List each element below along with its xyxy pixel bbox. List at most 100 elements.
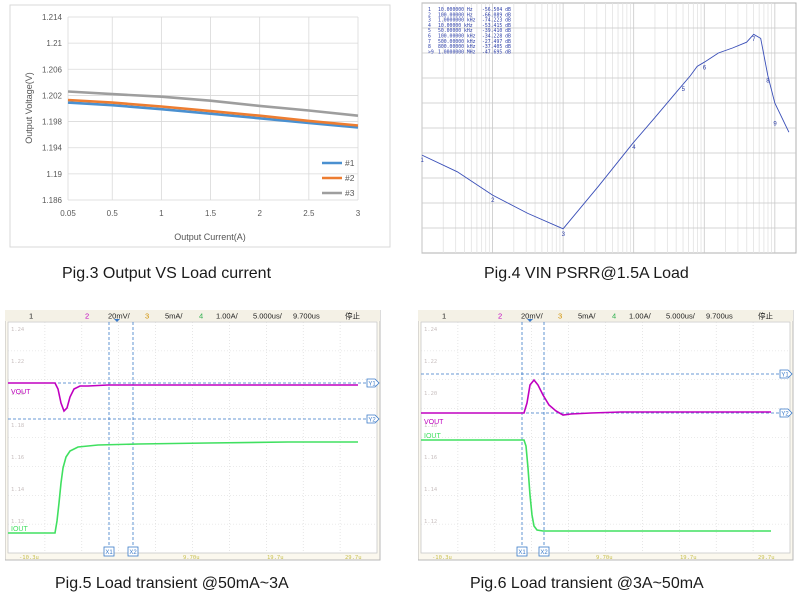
scope-scale-label: 1.14 <box>424 487 438 493</box>
fig4-marker-row: 5 50.00000 kHz -39.410 dB <box>428 28 511 34</box>
fig3-legend-label: #3 <box>345 188 355 198</box>
svg-text:-74.223 dB: -74.223 dB <box>482 18 511 24</box>
scope-time-label: 9.70u <box>183 555 200 561</box>
fig3-x-tick-label: 1.5 <box>205 209 217 218</box>
fig4-caption: Pig.4 VIN PSRR@1.5A Load <box>484 265 689 282</box>
fig3-y-tick-label: 1.194 <box>42 144 63 153</box>
fig4-marker-point: 4 <box>632 145 636 151</box>
svg-text:-47.695 dB: -47.695 dB <box>482 49 511 55</box>
fig4-marker-point: 5 <box>682 87 686 93</box>
fig3-legend-label: #2 <box>345 173 355 183</box>
fig6-caption: Pig.6 Load transient @3A~50mA <box>470 575 704 592</box>
fig5-caption: Pig.5 Load transient @50mA~3A <box>55 575 289 592</box>
fig4-marker-row: >9 1.0000000 MHz -47.695 dB <box>428 49 511 55</box>
fig3-y-axis-label: Output Voltage(V) <box>24 72 34 144</box>
scope-header-item: 4 <box>612 312 616 321</box>
scope-header-item: 4 <box>199 312 203 321</box>
fig4-marker-point: 9 <box>773 121 777 127</box>
fig3-series-line <box>67 101 359 129</box>
svg-text:4: 4 <box>428 23 431 29</box>
scope-iout-label: IOUT <box>424 433 441 440</box>
scope-header-item: 3 <box>558 312 562 321</box>
svg-text:-37.405 dB: -37.405 dB <box>482 44 511 50</box>
scope-y-cursor-label: Y1 <box>368 382 376 388</box>
scope-scale-label: 1.14 <box>11 487 25 493</box>
fig4-marker-row: 4 10.00000 kHz -53.415 dB <box>428 23 511 29</box>
scope-scale-label: 1.18 <box>11 423 24 429</box>
svg-text:10.00000 kHz: 10.00000 kHz <box>438 23 473 29</box>
scope-scale-label: 1.24 <box>11 327 25 333</box>
fig4-marker-row: 2 100.00000 Hz -66.089 dB <box>428 12 511 18</box>
scope-trigger-marker <box>114 319 120 322</box>
scope-header-item: 20mV/ <box>108 312 131 321</box>
fig5-scope: 1 2 20mV/3 5mA/4 1.00A/5.000us/9.700us 停止 1.24… <box>5 310 381 561</box>
scope-header-item: 停止 <box>758 311 773 321</box>
scope-gridlines <box>8 322 377 553</box>
svg-text:8: 8 <box>428 44 431 50</box>
svg-text:7: 7 <box>428 39 431 45</box>
scope-grid-area <box>420 321 791 554</box>
fig4-marker-row: 8 800.00000 kHz -37.405 dB <box>428 44 511 50</box>
svg-text:-66.089 dB: -66.089 dB <box>482 12 511 18</box>
scope-y-cursor-label: Y1 <box>781 373 789 379</box>
scope-header-item: 5mA/ <box>578 312 596 321</box>
fig3-x-axis-label: Output Current(A) <box>174 232 246 242</box>
fig3-chart: 1.214 1.21 1.206 1.202 1.198 1.194 1.19 1.186 0… <box>9 4 391 248</box>
scope-iout-label: IOUT <box>11 526 28 533</box>
fig3-y-tick-label: 1.198 <box>42 118 63 127</box>
scope-x-cursor-label: X1 <box>518 550 526 556</box>
fig3-y-tick-label: 1.21 <box>46 39 62 48</box>
svg-text:1.0000000 kHz: 1.0000000 kHz <box>438 18 476 24</box>
fig4-marker-row: 1 10.000000 Hz -56.504 dB <box>428 7 511 13</box>
svg-text:2: 2 <box>428 12 431 18</box>
svg-text:500.00000 kHz: 500.00000 kHz <box>438 39 476 45</box>
scope-header: 1 2 20mV/3 5mA/4 1.00A/5.000us/9.700us 停止 <box>418 310 793 321</box>
fig4-marker-table: 1 10.000000 Hz -56.504 dB 2 100.00000 Hz -66.… <box>428 7 511 55</box>
svg-text:-53.415 dB: -53.415 dB <box>482 23 511 29</box>
fig3-y-tick-label: 1.19 <box>46 170 62 179</box>
svg-text:100.00000 kHz: 100.00000 kHz <box>438 34 476 40</box>
scope-time-label: -10.3u <box>432 555 452 561</box>
scope-trigger-marker <box>527 319 533 322</box>
svg-text:800.00000 kHz: 800.00000 kHz <box>438 44 476 50</box>
svg-text:-27.497 dB: -27.497 dB <box>482 39 511 45</box>
svg-text:100.00000 Hz: 100.00000 Hz <box>438 12 473 18</box>
scope-x-cursor-label: X1 <box>105 550 113 556</box>
scope-header: 1 2 20mV/3 5mA/4 1.00A/5.000us/9.700us 停止 <box>5 310 380 321</box>
fig4-marker-row: 6 100.00000 kHz -34.228 dB <box>428 34 511 40</box>
scope-time-label: 29.7u <box>758 555 775 561</box>
fig4-marker-point: 8 <box>766 79 770 85</box>
scope-header-item: 5.000us/ <box>666 312 696 321</box>
scope-iout-trace <box>8 441 358 534</box>
fig3-caption: Pig.3 Output VS Load current <box>62 265 272 282</box>
scope-time-label: 19.7u <box>267 555 284 561</box>
svg-text:6: 6 <box>428 34 431 40</box>
fig6-scope: 1 2 20mV/3 5mA/4 1.00A/5.000us/9.700us 停止 1.24… <box>418 310 794 561</box>
fig3-x-tick-label: 0.05 <box>60 209 76 218</box>
svg-text:10.000000 Hz: 10.000000 Hz <box>438 7 473 13</box>
scope-header-item: 3 <box>145 312 149 321</box>
scope-time-label: 29.7u <box>345 555 362 561</box>
svg-text:5: 5 <box>428 28 431 34</box>
scope-header-item: 5.000us/ <box>253 312 283 321</box>
scope-grid-area <box>7 321 378 554</box>
fig4-marker-row: 7 500.00000 kHz -27.497 dB <box>428 39 511 45</box>
svg-text:50.00000 kHz: 50.00000 kHz <box>438 28 473 34</box>
scope-iout-trace <box>421 439 771 532</box>
scope-header-item: 1 <box>29 312 33 321</box>
svg-text:>9: >9 <box>428 49 434 55</box>
fig3-y-tick-label: 1.202 <box>42 91 63 100</box>
scope-time-label: 19.7u <box>680 555 697 561</box>
scope-header-item: 停止 <box>345 311 360 321</box>
scope-time-label: -10.3u <box>19 555 39 561</box>
scope-scale-label: 1.22 <box>11 359 24 365</box>
scope-header-item: 9.700us <box>706 312 733 321</box>
fig3-frame <box>9 4 391 248</box>
scope-x-cursor-label: X2 <box>129 550 137 556</box>
scope-header-item: 2 <box>85 312 89 321</box>
scope-scale-label: 1.20 <box>11 391 24 397</box>
scope-time-label: 9.70u <box>596 555 613 561</box>
fig3-y-tick-label: 1.214 <box>42 13 63 22</box>
svg-text:-56.504 dB: -56.504 dB <box>482 7 511 13</box>
fig3-x-tick-label: 1 <box>159 209 164 218</box>
